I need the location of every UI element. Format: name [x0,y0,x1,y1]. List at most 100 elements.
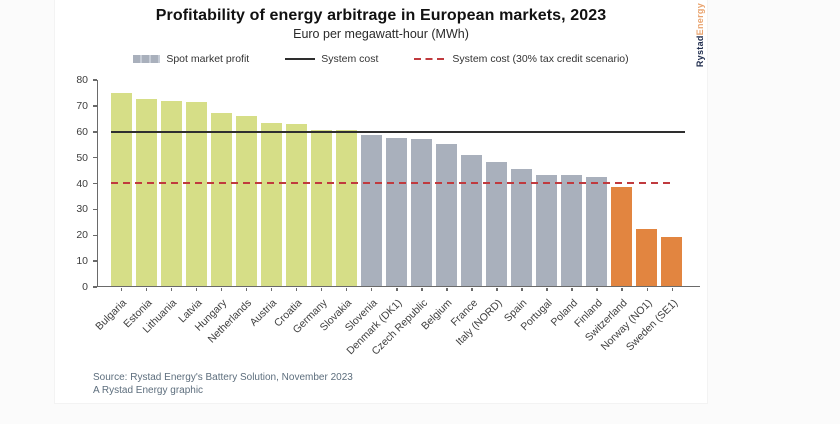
x-axis-tick [496,288,498,291]
y-axis-label: 20 [76,229,88,242]
x-axis-tick [671,288,674,291]
tax-credit-line [111,182,673,185]
bar-cell [259,80,284,286]
x-label-cell: Czech Republic [369,288,434,368]
x-label-cell: Denmark (DK1) [344,288,409,368]
x-label-cell: Sweden (SE1) [624,288,684,368]
x-label-cell: Lithuania [140,288,183,368]
bar-cell [659,80,684,286]
x-axis-tick [295,288,298,291]
source-note: Source: Rystad Energy's Battery Solution… [93,371,353,397]
bar-lithuania [161,100,182,286]
bar-croatia [286,123,307,286]
bar-spain [511,168,532,286]
x-label-cell: Croatia [272,288,308,368]
bar-france [461,154,482,286]
bar-cell [459,80,484,286]
x-axis-tick [596,288,598,291]
bar-latvia [186,101,207,286]
bar-czech-republic [411,139,432,286]
y-axis-tick [93,286,97,288]
y-axis-tick [93,260,97,262]
bar-netherlands [236,116,257,286]
bar-cell [184,80,209,286]
x-label-cell: Norway (NO1) [599,288,659,368]
x-axis-tick [546,288,548,291]
bar-sweden-se1 [661,237,682,286]
graphic-card: RystadEnergy Profitability of energy arb… [55,0,707,403]
x-axis-labels: Bulgaria Estonia Lithuania Latvia Hungary Net… [93,288,700,368]
system-cost-line-swatch-icon [285,57,316,61]
bar-poland [561,175,582,286]
legend-item-tax-credit: System cost (30% tax credit scenario) [414,53,629,65]
x-label-cell: Finland [572,288,609,368]
x-axis-tick [145,288,148,291]
bar-cell [284,80,309,286]
x-label-cell: Switzerland [583,288,634,368]
bar-cell [209,80,234,286]
y-axis-label: 60 [76,125,88,138]
y-axis-label: 70 [76,99,88,112]
bar-cell [609,80,634,286]
legend-item-system-cost: System cost [285,53,378,65]
legend-item-spot-market-profit: Spot market profit [133,53,249,65]
source-line: Source: Rystad Energy's Battery Solution… [93,372,353,383]
legend-label-tax-credit: System cost (30% tax credit scenario) [452,53,629,65]
bar-cell [409,80,434,286]
x-axis-tick [320,288,323,291]
bar-cell [584,80,609,286]
bar-cell [509,80,534,286]
legend-label-spot-market-profit: Spot market profit [166,53,250,65]
x-label-cell: Netherlands [206,288,258,368]
system-cost-line [111,130,685,133]
y-axis-tick [93,156,97,159]
x-axis-tick [521,288,523,291]
x-axis-tick [396,288,398,291]
bar-estonia [136,99,157,286]
x-axis-tick [571,288,573,291]
bar-cell [534,80,559,286]
x-axis-tick [446,288,448,291]
x-label-cell: Bulgaria [93,288,133,368]
x-axis-tick [245,288,248,291]
bar-series [98,80,700,286]
bar-cell [634,80,659,286]
bar-cell [134,80,159,286]
bar-cell [359,80,384,286]
plot-area [97,80,700,287]
bar-cell [334,80,359,286]
x-label-cell: Latvia [176,288,208,368]
y-axis-label: 10 [76,255,88,268]
spot-market-profit-swatch-icon [133,55,161,63]
bar-cell [559,80,584,286]
bar-bulgaria [111,92,132,286]
chart-title: Profitability of energy arbitrage in Eur… [155,7,607,24]
legend-label-system-cost: System cost [321,53,379,65]
y-axis-label: 40 [76,177,88,190]
bar-cell [109,80,134,286]
x-axis-tick [195,288,198,291]
x-axis-tick [421,288,423,291]
x-label-cell: Austria [248,288,283,368]
bar-cell [434,80,459,286]
x-label-cell: Belgium [419,288,459,368]
bar-portugal [536,175,557,286]
y-axis-tick [93,234,97,236]
x-label-cell: Hungary [193,288,233,368]
bar-slovakia [336,130,357,286]
x-axis-tick [120,288,123,291]
bar-belgium [436,144,457,286]
x-label-cell: Slovenia [343,288,383,368]
bar-hungary [211,113,232,286]
x-axis-tick [621,288,623,291]
x-axis-tick [370,288,373,291]
x-label-cell: Estonia [121,288,158,368]
bar-cell [159,80,184,286]
y-axis: 0 10 20 30 40 50 60 70 80 [55,74,97,293]
x-axis-tick [345,288,348,291]
y-axis-tick [93,182,97,185]
y-axis-tick [93,105,97,107]
y-axis-label: 50 [76,151,88,164]
bar-slovenia [361,135,382,286]
